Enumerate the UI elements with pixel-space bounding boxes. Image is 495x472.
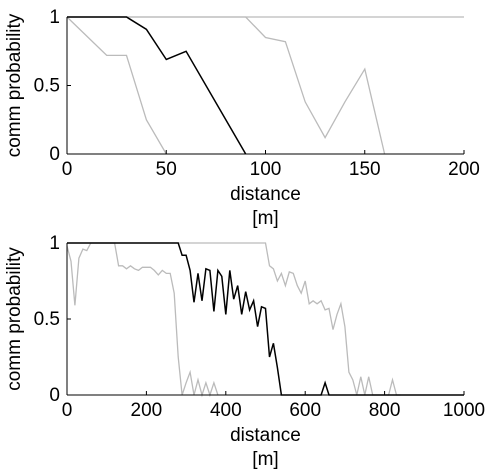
x-tick-label: 100 [250,159,282,180]
y-tick-label: 0 [49,385,60,406]
series-line-3 [67,16,386,155]
series-line-0 [67,242,464,396]
x-tick-label: 1000 [443,400,485,421]
series-line-2 [66,16,167,155]
x-tick-label: 800 [369,400,401,421]
top-chart: 0 50 100 150 200 0 0.5 1 distance [m] comm probabi… [4,7,480,229]
x-tick-label: 0 [62,159,73,180]
y-axis-label: comm probability [4,13,25,157]
bottom-chart: 0 200 400 600 800 1000 0 0.5 1 distance [m] comm pr… [4,233,485,470]
y-tick-label: 0 [49,144,60,165]
series-line-2 [66,242,219,398]
y-axis-label: comm probability [4,247,25,391]
y-tick-label: 1 [49,7,60,28]
x-tick-label: 200 [448,159,480,180]
x-tick-label: 150 [349,159,381,180]
x-axis-label: distance [230,184,301,205]
x-tick-label: 0 [62,400,73,421]
y-tick-label: 1 [49,233,60,254]
y-tick-label: 0.5 [34,309,60,330]
x-axis-label: distance [230,425,301,446]
x-tick-label: 400 [210,400,242,421]
x-tick-label: 50 [156,159,177,180]
x-axis-unit: [m] [252,208,278,229]
x-tick-label: 200 [131,400,163,421]
y-tick-label: 0.5 [34,76,60,97]
x-axis-unit: [m] [252,449,278,470]
series-line-0 [67,16,247,155]
series-line-1 [67,242,401,396]
x-tick-label: 600 [289,400,321,421]
